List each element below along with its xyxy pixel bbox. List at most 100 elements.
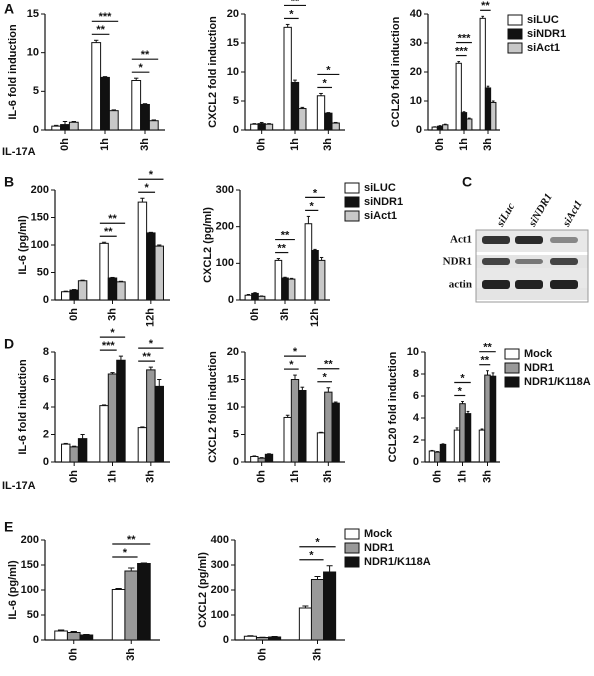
y-tick-label: 8 xyxy=(413,368,419,380)
significance-label: * xyxy=(138,62,143,74)
bar xyxy=(436,125,444,131)
y-axis-label: CXCL2 fold induction xyxy=(207,16,219,128)
bar xyxy=(428,450,436,463)
bar xyxy=(99,405,109,463)
x-tick-label: 3h xyxy=(311,648,323,661)
y-tick-label: 8 xyxy=(43,346,49,358)
x-tick-label: 0h xyxy=(249,308,261,321)
bar xyxy=(287,278,296,301)
bar xyxy=(274,259,283,301)
x-tick-label: 1h xyxy=(458,138,470,151)
blot-band xyxy=(515,236,543,244)
significance-label: *** xyxy=(102,340,116,352)
y-tick-label: 150 xyxy=(21,559,39,571)
bar xyxy=(257,457,266,463)
bar xyxy=(479,17,486,131)
legend-label: siAct1 xyxy=(364,210,397,222)
blot-band xyxy=(482,280,510,289)
y-tick-label: 100 xyxy=(211,609,229,621)
blot-band xyxy=(550,237,578,243)
bar xyxy=(324,112,333,131)
bar xyxy=(111,589,126,641)
bar xyxy=(146,232,156,301)
y-tick-label: 2 xyxy=(43,428,49,440)
bar xyxy=(51,125,62,131)
y-axis-label: CXCL2 (pg/ml) xyxy=(197,552,209,628)
x-tick-label: 3h xyxy=(106,308,118,321)
blot-band xyxy=(550,280,578,289)
x-tick-label: 12h xyxy=(309,308,321,327)
bar xyxy=(281,277,289,301)
y-tick-label: 400 xyxy=(211,534,229,546)
bar xyxy=(264,123,274,131)
bar xyxy=(311,250,319,301)
y-axis-label: CXCL2 (pg/ml) xyxy=(202,207,214,283)
bar xyxy=(453,429,461,463)
x-tick-label: 1h xyxy=(106,470,118,483)
row-label: Act1 xyxy=(450,234,472,246)
bar xyxy=(316,432,326,463)
legend-label: NDR1/K118A xyxy=(524,376,591,388)
y-tick-label: 6 xyxy=(413,390,419,402)
panel-label: A xyxy=(4,1,14,17)
significance-label: * xyxy=(315,537,320,549)
legend-swatch xyxy=(344,182,360,194)
significance-label: ** xyxy=(483,342,492,354)
significance-label: * xyxy=(313,187,318,199)
legend-label: Mock xyxy=(524,348,553,360)
bar xyxy=(466,118,473,131)
significance-label: ** xyxy=(481,0,490,12)
y-tick-label: 150 xyxy=(31,211,49,223)
y-tick-label: 10 xyxy=(410,95,422,107)
panel-label: E xyxy=(4,519,13,535)
bar xyxy=(489,375,497,463)
bar xyxy=(251,292,259,301)
legend-label: siLUC xyxy=(364,182,396,194)
y-tick-label: 15 xyxy=(227,373,239,385)
x-tick-label: 0h xyxy=(434,138,446,151)
legend-swatch xyxy=(507,42,523,54)
bar xyxy=(137,563,151,641)
bar xyxy=(77,280,88,301)
x-tick-label: 3h xyxy=(481,470,493,483)
x-tick-label: 3h xyxy=(279,308,291,321)
legend-swatch xyxy=(344,556,360,568)
x-tick-label: 1h xyxy=(289,138,301,151)
bar xyxy=(283,416,292,463)
y-tick-label: 300 xyxy=(216,184,234,196)
significance-label: ** xyxy=(141,49,150,61)
significance-label: ** xyxy=(324,359,333,371)
legend-swatch xyxy=(344,542,360,554)
y-tick-label: 0 xyxy=(233,456,239,468)
significance-label: * xyxy=(144,182,149,194)
legend-swatch xyxy=(507,28,523,40)
x-tick-label: 0h xyxy=(431,470,443,483)
y-axis-label: IL-6 fold induction xyxy=(17,359,29,455)
x-tick-label: 0h xyxy=(68,648,80,661)
x-tick-label: 12h xyxy=(145,308,157,327)
y-tick-label: 200 xyxy=(21,534,39,546)
y-tick-label: 0 xyxy=(233,124,239,136)
x-tick-label: 3h xyxy=(125,648,137,661)
legend-label: Mock xyxy=(364,528,393,540)
bar xyxy=(460,112,468,131)
bar xyxy=(250,123,259,131)
bar xyxy=(298,607,312,641)
y-tick-label: 0 xyxy=(43,294,49,306)
legend-swatch xyxy=(344,196,360,208)
legend-label: NDR1/K118A xyxy=(364,556,431,568)
y-axis-label: CCL20 fold induction xyxy=(387,351,399,462)
x-tick-label: 1h xyxy=(289,470,301,483)
blot-band xyxy=(550,258,578,265)
significance-label: * xyxy=(309,550,314,562)
y-tick-label: 20 xyxy=(227,8,239,20)
y-tick-label: 100 xyxy=(31,239,49,251)
legend-swatch xyxy=(344,210,360,222)
legend-label: siNDR1 xyxy=(364,196,403,208)
bar xyxy=(69,289,79,301)
significance-label: ** xyxy=(104,226,113,238)
y-tick-label: 200 xyxy=(31,184,49,196)
legend-label: siLUC xyxy=(527,14,559,26)
x-tick-label: 1h xyxy=(456,470,468,483)
bar xyxy=(255,637,270,641)
